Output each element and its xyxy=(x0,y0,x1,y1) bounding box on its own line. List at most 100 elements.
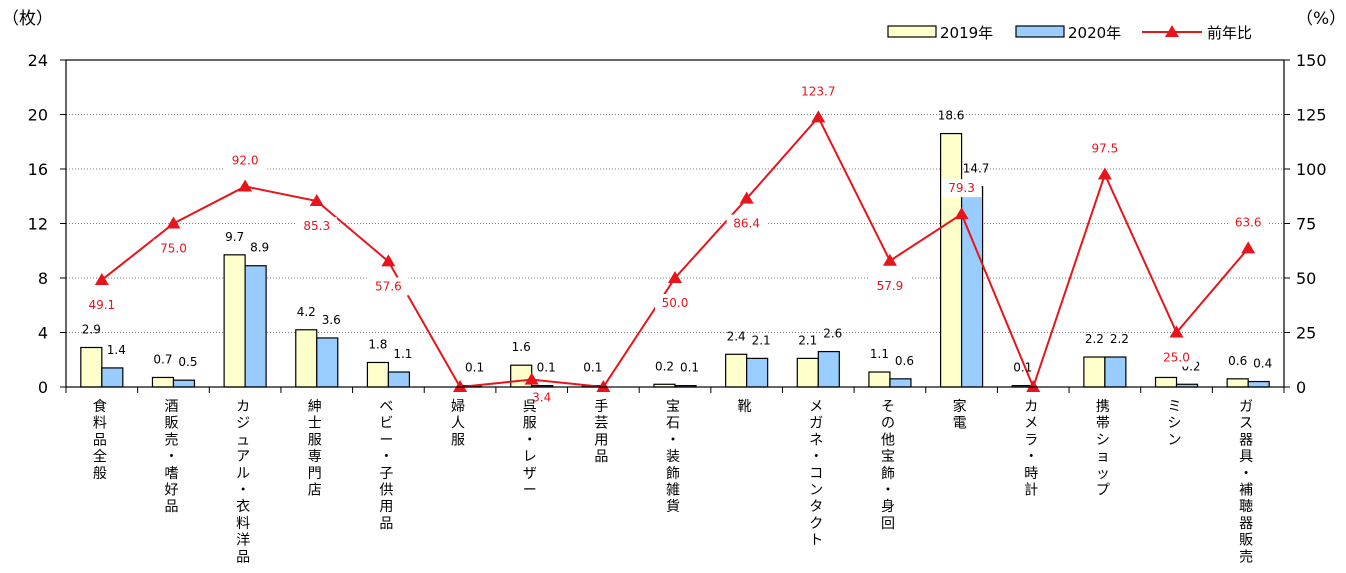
left-tick-label: 0 xyxy=(38,378,48,397)
category-label-char: 料 xyxy=(236,516,250,532)
bar xyxy=(868,371,891,388)
bar-value-label: 0.7 xyxy=(153,352,172,366)
category-label-char: レ xyxy=(523,449,537,465)
ratio-label-bg xyxy=(153,239,194,258)
left-tick-label: 24 xyxy=(28,51,48,70)
left-tick-label: 4 xyxy=(38,324,48,343)
category-label: カジュアル・衣料洋品 xyxy=(236,399,250,565)
bar xyxy=(1247,380,1270,388)
ratio-marker xyxy=(166,216,181,229)
category-label-char: 電 xyxy=(953,416,967,432)
category-label-char: ザ xyxy=(523,466,537,482)
bar xyxy=(316,337,339,388)
category-label-char: ・ xyxy=(809,449,823,465)
bar xyxy=(101,367,124,388)
category-label-char: 器 xyxy=(1239,432,1253,448)
category-label-char: 専 xyxy=(308,449,322,465)
ratio-label-bg xyxy=(1156,348,1197,367)
category-label: 宝石・装飾雑貨 xyxy=(666,399,680,515)
category-label-char: 品 xyxy=(236,549,250,565)
category-label-char: 士 xyxy=(308,416,322,432)
category-label-char: 人 xyxy=(451,416,465,432)
ratio-marker xyxy=(381,254,396,267)
right-tick-label: 150 xyxy=(1296,51,1327,70)
category-label-char: 売 xyxy=(164,432,178,448)
category-label-char: 洋 xyxy=(236,533,250,549)
category-label: 手芸用品 xyxy=(594,399,608,465)
ratio-value-label: 86.4 xyxy=(733,217,760,231)
category-label: 靴 xyxy=(738,399,752,415)
category-label: 紳士服専門店 xyxy=(308,399,322,499)
ratio-label-bg xyxy=(1084,139,1125,158)
category-label-char: 供 xyxy=(379,483,393,499)
category-label-char: ・ xyxy=(881,483,895,499)
category-label: その他宝飾・身回 xyxy=(881,399,895,532)
left-axis-unit: （枚） xyxy=(2,9,53,29)
bar-value-label: 0.1 xyxy=(1013,361,1032,375)
ratio-label-bg xyxy=(296,217,337,236)
ratio-value-label: 50.0 xyxy=(662,296,689,310)
bar-value-label: 2.6 xyxy=(823,327,842,341)
bar xyxy=(244,265,267,388)
category-label-char: ト xyxy=(809,533,823,549)
category-label-char: ・ xyxy=(164,449,178,465)
bar-value-label: 4.2 xyxy=(297,305,316,319)
category-label: カメラ・時計 xyxy=(1024,399,1038,499)
bar-value-label: 0.1 xyxy=(537,361,556,375)
category-label-char: ア xyxy=(236,449,250,465)
bar-value-label: 0.5 xyxy=(178,355,197,369)
category-label-char: 携 xyxy=(1096,399,1110,415)
ratio-value-label: 97.5 xyxy=(1092,141,1119,155)
bar xyxy=(151,376,175,388)
bar xyxy=(746,357,769,388)
ratio-value-label: 25.0 xyxy=(1163,351,1190,365)
bar-value-label: 1.6 xyxy=(512,340,531,354)
bar-value-label: 0.4 xyxy=(1253,357,1272,371)
category-label-char: 用 xyxy=(379,499,393,515)
ratio-value-label: 79.3 xyxy=(948,181,975,195)
right-tick-label: 25 xyxy=(1296,324,1316,343)
category-label-char: ・ xyxy=(523,432,537,448)
ratio-marker xyxy=(1241,241,1256,254)
category-label-char: 呉 xyxy=(523,399,537,415)
ratio-value-label: 57.9 xyxy=(877,279,904,293)
category-label-char: の xyxy=(881,416,895,432)
bar-value-label: 3.6 xyxy=(322,313,341,327)
category-label-char: 手 xyxy=(594,399,608,415)
right-tick-label: 50 xyxy=(1296,269,1316,288)
category-label-char: 装 xyxy=(666,449,680,465)
category-label-char: 他 xyxy=(881,432,895,448)
category-label-char: 嗜 xyxy=(164,466,178,482)
category-label-char: ル xyxy=(236,466,250,482)
category-label-char: ー xyxy=(379,432,393,448)
legend-label-2020: 2020年 xyxy=(1068,24,1121,42)
category-label-char: ー xyxy=(523,483,537,499)
right-tick-label: 100 xyxy=(1296,160,1327,179)
bar-value-label: 1.8 xyxy=(368,337,387,351)
category-label-char: ガ xyxy=(1239,399,1253,415)
ratio-marker xyxy=(668,271,682,283)
category-label-char: 紳 xyxy=(308,399,322,415)
ratio-label-bg xyxy=(794,82,843,101)
category-label: 婦人服 xyxy=(451,398,465,448)
bar-value-label: 2.1 xyxy=(752,333,771,347)
bar-value-label: 0.1 xyxy=(680,361,699,375)
category-label-char: 用 xyxy=(594,432,608,448)
category-label-char: 門 xyxy=(308,466,322,482)
category-label-char: シ xyxy=(1168,416,1182,432)
category-label-char: 店 xyxy=(308,483,322,499)
ratio-marker xyxy=(811,110,826,123)
bar-value-label: 1.1 xyxy=(393,347,412,361)
category-label-char: ベ xyxy=(379,399,393,415)
ratio-marker xyxy=(1097,167,1112,180)
bar xyxy=(796,357,819,388)
bar xyxy=(295,329,318,388)
bar-value-label: 18.6 xyxy=(938,109,965,123)
category-label-char: 宝 xyxy=(666,399,680,415)
legend: 2019年 2020年 前年比 xyxy=(887,24,1252,42)
bar-value-label: 0.6 xyxy=(895,354,914,368)
category-label-char: 販 xyxy=(1239,533,1253,549)
category-label: 家電 xyxy=(953,398,967,432)
bar-value-label: 2.4 xyxy=(727,329,746,343)
category-label-char: 靴 xyxy=(738,399,752,415)
